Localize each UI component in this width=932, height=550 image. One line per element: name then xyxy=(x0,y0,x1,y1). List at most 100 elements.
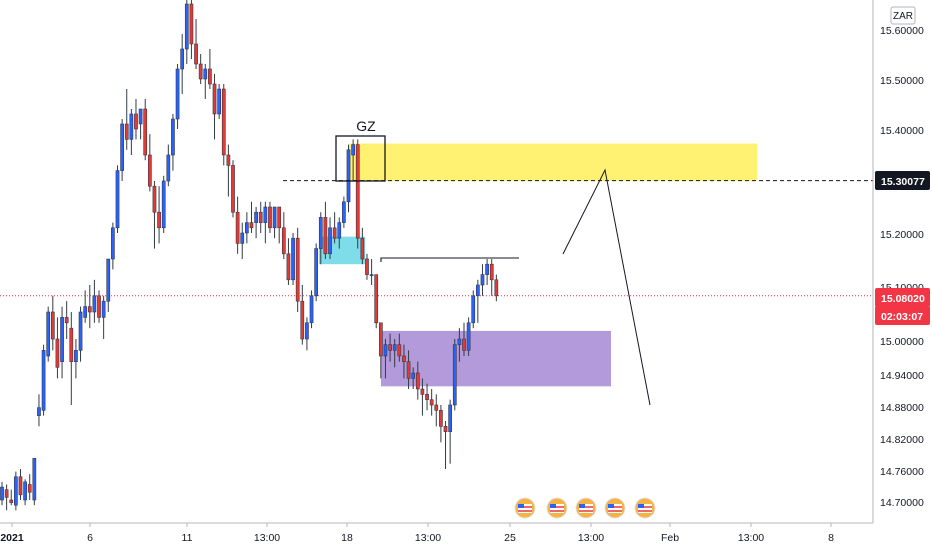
candle-body[interactable] xyxy=(0,486,4,501)
candle-body[interactable] xyxy=(143,108,148,156)
candle-body[interactable] xyxy=(425,394,429,400)
economic-event-icon[interactable] xyxy=(604,497,626,519)
candle-body[interactable] xyxy=(184,3,189,50)
candle-body[interactable] xyxy=(60,317,64,362)
candle-body[interactable] xyxy=(485,263,489,275)
candle-body[interactable] xyxy=(217,88,221,115)
economic-event-icon[interactable] xyxy=(575,497,597,519)
candle-body[interactable] xyxy=(37,407,41,416)
candle-body[interactable] xyxy=(254,211,258,223)
candle-body[interactable] xyxy=(189,3,194,45)
candle-body[interactable] xyxy=(434,404,439,411)
candle-body[interactable] xyxy=(263,206,268,223)
candle-body[interactable] xyxy=(138,108,143,125)
candle-body[interactable] xyxy=(286,253,291,281)
candle-body[interactable] xyxy=(443,426,448,432)
candle-body[interactable] xyxy=(439,410,443,427)
candle-body[interactable] xyxy=(171,118,175,156)
candle-body[interactable] xyxy=(337,222,342,239)
candle-body[interactable] xyxy=(41,350,46,411)
candle-body[interactable] xyxy=(452,344,457,406)
candle-body[interactable] xyxy=(101,300,106,318)
candle-body[interactable] xyxy=(249,222,254,229)
candle-body[interactable] xyxy=(272,206,277,229)
candle-body[interactable] xyxy=(277,206,282,229)
candle-body[interactable] xyxy=(291,237,295,281)
candle-body[interactable] xyxy=(120,123,124,171)
candles[interactable] xyxy=(0,0,499,511)
candle-body[interactable] xyxy=(212,83,217,115)
candle-body[interactable] xyxy=(383,344,388,357)
economic-event-icon[interactable] xyxy=(546,497,568,519)
candle-body[interactable] xyxy=(64,317,69,324)
candle-body[interactable] xyxy=(489,263,494,281)
candle-body[interactable] xyxy=(305,322,309,340)
candle-body[interactable] xyxy=(180,48,185,70)
candle-body[interactable] xyxy=(152,185,157,213)
candle-body[interactable] xyxy=(402,355,406,362)
candle-body[interactable] xyxy=(4,489,9,498)
candle-body[interactable] xyxy=(411,372,416,379)
candle-body[interactable] xyxy=(226,154,231,166)
candle-body[interactable] xyxy=(332,227,337,239)
candle-body[interactable] xyxy=(268,206,272,229)
candle-body[interactable] xyxy=(235,211,240,244)
candle-body[interactable] xyxy=(240,232,245,244)
candle-body[interactable] xyxy=(129,113,134,140)
economic-event-icon[interactable] xyxy=(514,497,536,519)
candle-body[interactable] xyxy=(378,322,383,357)
candle-body[interactable] xyxy=(365,258,369,275)
candle-body[interactable] xyxy=(32,458,37,501)
candle-body[interactable] xyxy=(397,344,402,357)
candle-body[interactable] xyxy=(69,327,74,362)
candle-body[interactable] xyxy=(392,344,397,351)
candle-body[interactable] xyxy=(111,227,115,260)
candle-body[interactable] xyxy=(351,144,355,156)
candle-body[interactable] xyxy=(46,311,51,357)
candle-body[interactable] xyxy=(23,481,27,501)
candle-body[interactable] xyxy=(157,211,161,229)
candle-body[interactable] xyxy=(50,311,55,340)
candle-body[interactable] xyxy=(457,338,462,345)
candle-body[interactable] xyxy=(208,68,212,85)
candle-body[interactable] xyxy=(342,201,346,223)
candle-body[interactable] xyxy=(9,499,14,503)
candle-body[interactable] xyxy=(314,248,319,297)
candle-body[interactable] xyxy=(198,63,203,80)
candle-body[interactable] xyxy=(494,279,499,297)
candle-body[interactable] xyxy=(221,88,226,156)
candle-body[interactable] xyxy=(466,322,471,351)
candle-body[interactable] xyxy=(471,295,476,324)
currency-badge[interactable]: ZAR xyxy=(890,6,916,25)
candle-body[interactable] xyxy=(161,180,166,229)
candle-body[interactable] xyxy=(92,295,97,313)
candle-body[interactable] xyxy=(194,43,198,65)
candle-body[interactable] xyxy=(97,295,101,318)
candle-body[interactable] xyxy=(147,154,152,187)
candle-body[interactable] xyxy=(115,170,120,229)
candle-body[interactable] xyxy=(14,476,18,506)
candle-body[interactable] xyxy=(448,404,452,432)
candle-body[interactable] xyxy=(55,338,60,368)
candle-body[interactable] xyxy=(415,372,420,390)
candle-body[interactable] xyxy=(476,284,480,297)
candle-body[interactable] xyxy=(429,399,434,406)
candle-body[interactable] xyxy=(420,388,425,395)
candle-body[interactable] xyxy=(295,237,300,302)
candle-body[interactable] xyxy=(369,274,374,276)
candle-body[interactable] xyxy=(134,113,138,130)
candle-body[interactable] xyxy=(388,344,392,351)
candle-body[interactable] xyxy=(83,306,88,318)
candle-body[interactable] xyxy=(374,274,379,324)
candle-body[interactable] xyxy=(318,217,323,249)
candle-body[interactable] xyxy=(360,237,365,260)
candle-body[interactable] xyxy=(300,300,305,340)
candle-body[interactable] xyxy=(480,274,485,286)
candle-body[interactable] xyxy=(406,361,411,379)
candle-body[interactable] xyxy=(281,227,286,255)
candle-body[interactable] xyxy=(166,154,171,182)
candle-body[interactable] xyxy=(124,123,129,140)
candle-body[interactable] xyxy=(18,476,23,496)
